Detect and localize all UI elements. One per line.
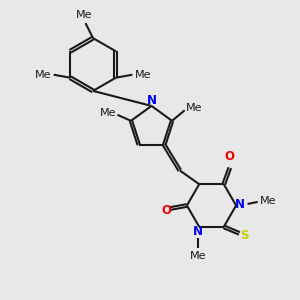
Text: Me: Me	[35, 70, 52, 80]
Text: N: N	[146, 94, 157, 107]
Text: O: O	[161, 203, 171, 217]
Text: Me: Me	[134, 70, 151, 80]
Text: Me: Me	[186, 103, 202, 113]
Text: Me: Me	[76, 10, 93, 20]
Text: N: N	[235, 197, 245, 211]
Text: O: O	[225, 151, 235, 164]
Text: N: N	[193, 225, 203, 238]
Text: Me: Me	[100, 108, 116, 118]
Text: Me: Me	[260, 196, 277, 206]
Text: Me: Me	[190, 251, 206, 261]
Text: S: S	[240, 229, 248, 242]
